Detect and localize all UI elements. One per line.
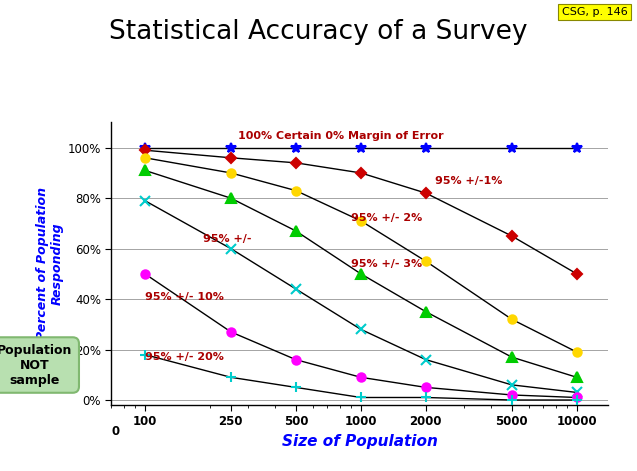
Text: CSG, p. 146: CSG, p. 146 xyxy=(562,7,627,17)
Text: 0: 0 xyxy=(111,425,120,438)
X-axis label: Size of Population: Size of Population xyxy=(282,434,438,449)
Text: 95% +/- 3%: 95% +/- 3% xyxy=(351,259,422,269)
Text: 100% Certain 0% Margin of Error: 100% Certain 0% Margin of Error xyxy=(238,131,444,141)
Text: 95% +/-: 95% +/- xyxy=(203,234,251,244)
Text: 95% +/- 10%: 95% +/- 10% xyxy=(145,292,224,301)
Y-axis label: Percent of Population
Responding: Percent of Population Responding xyxy=(36,187,64,340)
Text: 95% +/-1%: 95% +/-1% xyxy=(435,176,502,186)
Text: Statistical Accuracy of a Survey: Statistical Accuracy of a Survey xyxy=(110,19,527,45)
Text: Population
NOT
sample: Population NOT sample xyxy=(0,343,73,387)
Text: 95% +/- 2%: 95% +/- 2% xyxy=(351,213,422,223)
Text: 95% +/- 20%: 95% +/- 20% xyxy=(145,352,224,362)
